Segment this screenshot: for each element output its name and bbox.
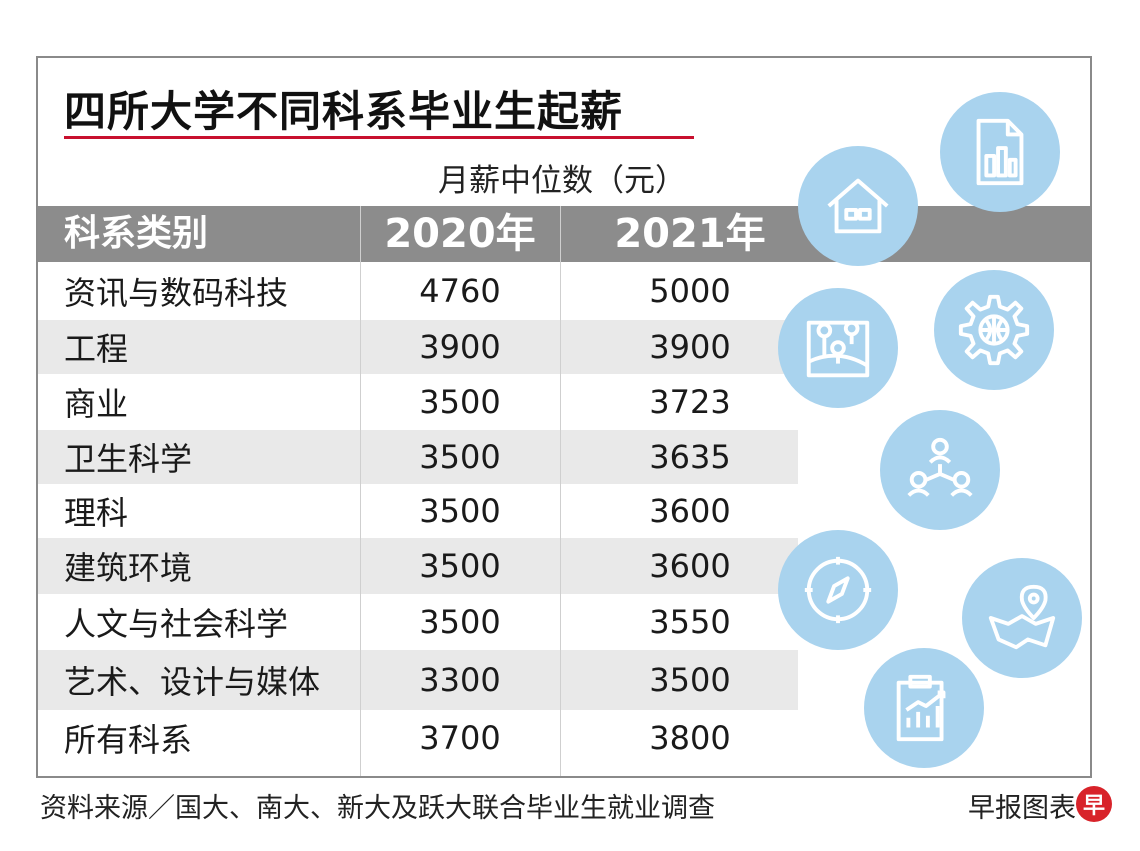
column-divider (560, 206, 561, 776)
value-2020-cell: 3900 (419, 328, 501, 366)
table-row: 资讯与数码科技 4760 5000 (38, 262, 798, 320)
table-row: 卫生科学 3500 3635 (38, 430, 798, 484)
gear-globe-icon (934, 270, 1054, 390)
value-2021-cell: 5000 (649, 272, 731, 310)
table-row: 商业 3500 3723 (38, 374, 798, 430)
column-divider (360, 206, 361, 776)
category-cell: 理科 (64, 494, 129, 532)
value-2021-cell: 3900 (649, 328, 731, 366)
value-2020-cell: 3500 (419, 492, 501, 530)
unit-label: 月薪中位数（元） (438, 163, 686, 199)
value-2021-cell: 3800 (649, 719, 731, 757)
value-2020-cell: 3700 (419, 719, 501, 757)
category-cell: 艺术、设计与媒体 (64, 663, 321, 701)
value-2020-cell: 3500 (419, 603, 501, 641)
table-header: 科系类别 2020年 2021年 (38, 206, 1090, 262)
table-row: 人文与社会科学 3500 3550 (38, 594, 798, 650)
table-row: 建筑环境 3500 3600 (38, 538, 798, 594)
map-pins-icon (778, 288, 898, 408)
table-row: 艺术、设计与媒体 3300 3500 (38, 650, 798, 710)
category-cell: 卫生科学 (64, 440, 193, 478)
source-note: 资料来源／国大、南大、新大及跃大联合毕业生就业调查 (40, 793, 715, 824)
value-2021-cell: 3723 (649, 383, 731, 421)
category-cell: 资讯与数码科技 (64, 274, 289, 312)
category-cell: 建筑环境 (64, 549, 193, 587)
house-icon (798, 146, 918, 266)
value-2020-cell: 3500 (419, 547, 501, 585)
category-cell: 商业 (64, 385, 129, 423)
column-header-category: 科系类别 (64, 213, 209, 254)
table-row: 理科 3500 3600 (38, 484, 798, 538)
column-header-2021: 2021年 (614, 211, 766, 257)
compass-icon (778, 530, 898, 650)
value-2020-cell: 3500 (419, 438, 501, 476)
chart-title: 四所大学不同科系毕业生起薪 (64, 87, 624, 136)
value-2020-cell: 4760 (419, 272, 501, 310)
title-underline (64, 136, 694, 139)
table-row: 工程 3900 3900 (38, 320, 798, 374)
category-cell: 所有科系 (64, 721, 193, 759)
network-people-icon (880, 410, 1000, 530)
document-chart-icon (940, 92, 1060, 212)
map-location-icon (962, 558, 1082, 678)
value-2021-cell: 3500 (649, 661, 731, 699)
zaobao-logo: 早 (1076, 786, 1112, 822)
value-2021-cell: 3600 (649, 547, 731, 585)
category-cell: 工程 (64, 330, 129, 368)
logo-text: 早 (1082, 794, 1105, 819)
value-2020-cell: 3300 (419, 661, 501, 699)
table-row: 所有科系 3700 3800 (38, 710, 798, 766)
chart-panel: 四所大学不同科系毕业生起薪 月薪中位数（元） 科系类别 2020年 2021年 … (36, 56, 1092, 778)
value-2021-cell: 3550 (649, 603, 731, 641)
value-2021-cell: 3635 (649, 438, 731, 476)
value-2020-cell: 3500 (419, 383, 501, 421)
column-header-2020: 2020年 (384, 211, 536, 257)
value-2021-cell: 3600 (649, 492, 731, 530)
clipboard-chart-icon (864, 648, 984, 768)
chart-credit: 早报图表 (968, 793, 1076, 824)
category-cell: 人文与社会科学 (64, 605, 289, 643)
